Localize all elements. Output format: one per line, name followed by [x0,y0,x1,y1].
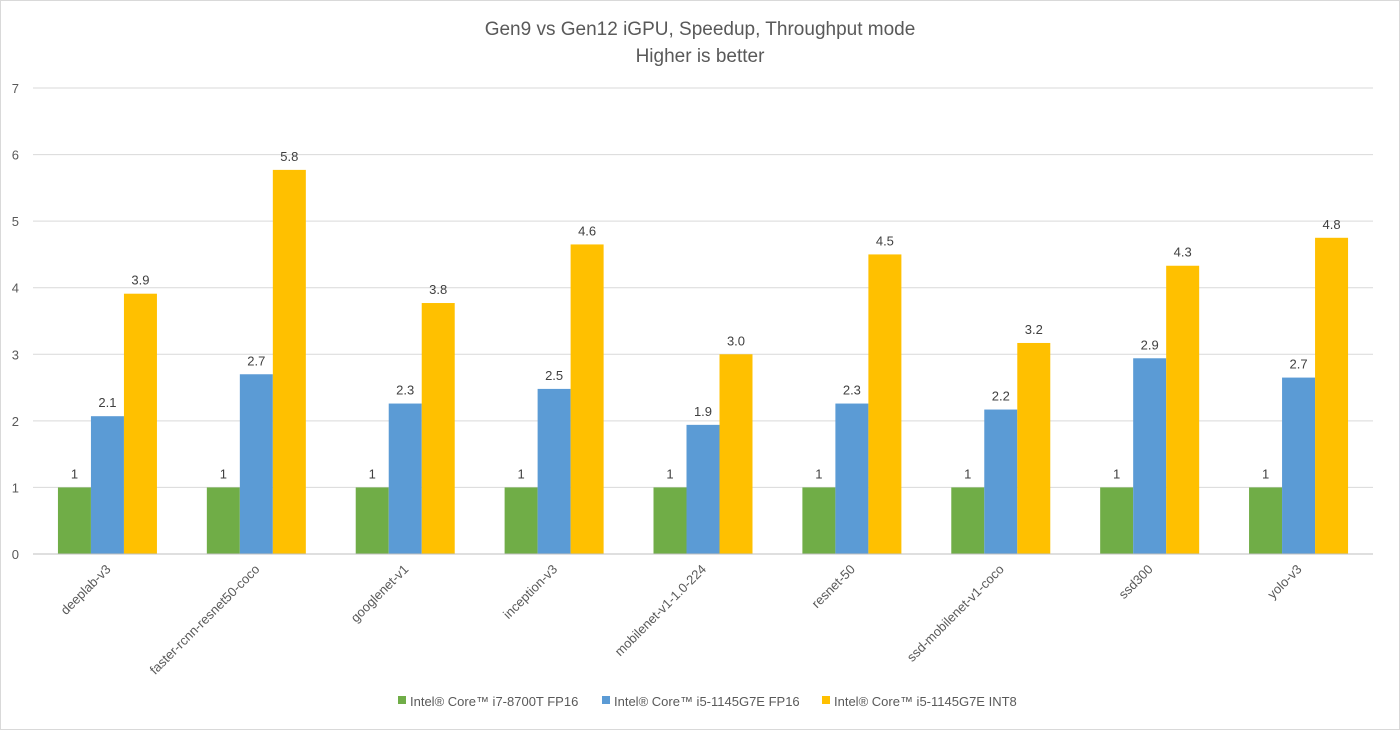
bar [537,388,571,554]
bar-value-label: 2.9 [1141,337,1159,352]
bar [1249,487,1283,554]
bar-value-label: 4.3 [1174,245,1192,260]
bar-value-label: 2.5 [545,368,563,383]
bar [206,487,240,554]
bar [421,303,455,554]
legend-swatch [602,696,610,704]
y-tick-label: 1 [12,480,19,495]
bar-value-label: 1 [220,466,227,481]
bar [686,424,720,554]
bar-value-label: 3.8 [429,282,447,297]
bars [57,169,1349,555]
bar [802,487,836,554]
bar-value-label: 2.1 [98,395,116,410]
bar-value-label: 2.7 [1290,357,1308,372]
bar [1100,487,1134,554]
x-category-label: ssd300 [1116,562,1156,602]
bar [1166,265,1200,554]
bar [1315,237,1349,555]
x-category-label: faster-rcnn-resnet50-coco [147,562,263,678]
bar-value-label: 3.0 [727,333,745,348]
legend-swatch [822,696,830,704]
bar [272,169,306,554]
bar-value-label: 1 [369,466,376,481]
x-category-label: inception-v3 [500,562,560,622]
bar [388,403,422,554]
legend-label: Intel® Core™ i5-1145G7E FP16 [614,694,800,709]
bar-value-label: 2.3 [843,383,861,398]
y-tick-label: 5 [12,214,19,229]
bar-value-label: 1 [964,466,971,481]
x-category-label: mobilenet-v1-1.0-224 [612,562,709,659]
bar [868,254,902,554]
x-category-label: yolo-v3 [1264,562,1304,602]
x-category-label: resnet-50 [809,562,858,611]
legend-label: Intel® Core™ i7-8700T FP16 [410,694,578,709]
bar [90,416,124,554]
y-tick-label: 6 [12,148,19,163]
bar [984,409,1018,554]
y-tick-label: 3 [12,347,19,362]
bar-value-label: 2.7 [247,353,265,368]
bar-value-label: 1.9 [694,404,712,419]
chart-title: Gen9 vs Gen12 iGPU, Speedup, Throughput … [485,19,916,40]
bar-value-label: 4.5 [876,233,894,248]
legend-swatch [398,696,406,704]
bar-value-label: 1 [71,466,78,481]
bar-value-label: 4.6 [578,223,596,238]
legend-label: Intel® Core™ i5-1145G7E INT8 [834,694,1017,709]
bar [239,374,273,554]
bar [355,487,389,554]
data-labels: 1 2.1 3.9 1 2.7 5.8 1 2.3 3.8 1 2.5 4.6 1 1.9 3.0 1 2.3 4… [71,149,1341,482]
x-category-label: googlenet-v1 [348,562,412,626]
bar-value-label: 1 [666,466,673,481]
bar-value-label: 1 [517,466,524,481]
y-tick-label: 4 [12,281,19,296]
bar [653,487,687,554]
bar-value-label: 1 [1262,466,1269,481]
bar-value-label: 1 [1113,466,1120,481]
bar-value-label: 2.3 [396,383,414,398]
bar-value-label: 1 [815,466,822,481]
bar-value-label: 2.2 [992,389,1010,404]
bar-value-label: 5.8 [280,149,298,164]
bar-value-label: 3.2 [1025,322,1043,337]
bar [1017,342,1051,554]
bar [504,487,538,554]
y-tick-label: 0 [12,547,19,562]
bar [123,293,157,554]
bar [1282,377,1316,554]
y-tick-label: 7 [12,81,19,96]
bar-value-label: 4.8 [1323,217,1341,232]
bar-value-label: 3.9 [131,273,149,288]
legend: Intel® Core™ i7-8700T FP16 Intel® Core™ i… [398,694,1017,709]
chart-subtitle: Higher is better [636,46,766,67]
bar [719,354,753,554]
y-tick-label: 2 [12,414,19,429]
bar [1133,358,1167,554]
bar [57,487,91,554]
bar [951,487,985,554]
bar [835,403,869,554]
x-category-label: deeplab-v3 [57,562,113,618]
bar [570,244,604,554]
x-category-label: ssd-mobilenet-v1-coco [904,562,1007,665]
